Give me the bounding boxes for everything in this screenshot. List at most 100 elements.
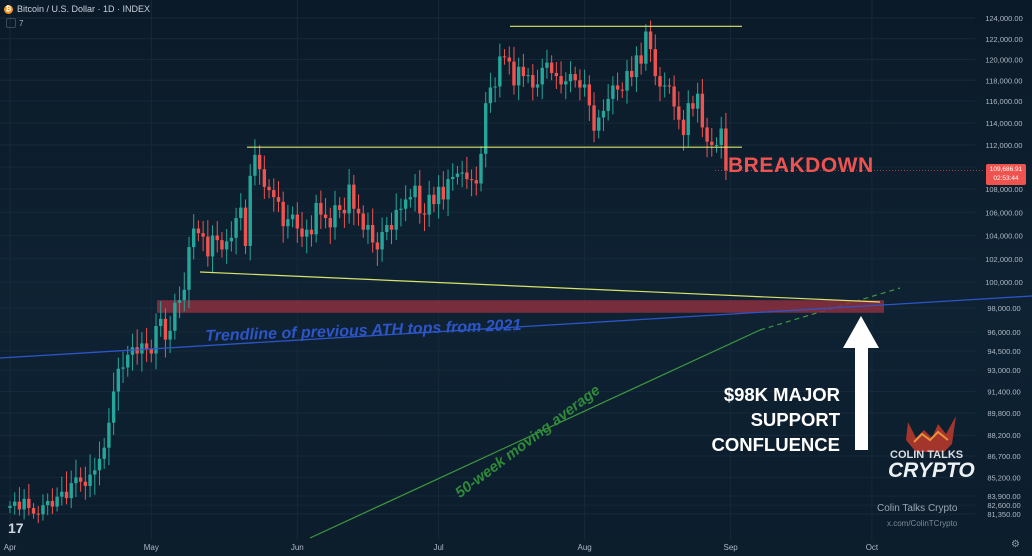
candle-body — [201, 233, 205, 237]
candle-body — [121, 367, 125, 369]
candle-body — [361, 213, 365, 230]
candle-body — [159, 318, 163, 326]
candle-body — [597, 117, 601, 131]
candle-body — [210, 235, 215, 257]
logo-line-2: CRYPTO — [888, 459, 975, 482]
x-tick-label: Apr — [4, 543, 17, 552]
candle-body — [488, 87, 493, 104]
candle-body — [366, 225, 370, 230]
candle-body — [83, 481, 88, 486]
chevron-down-icon[interactable] — [6, 18, 16, 28]
candle-body — [215, 235, 219, 241]
candle-body — [182, 289, 186, 301]
candle-body — [436, 186, 441, 205]
y-tick-label: 88,200.00 — [987, 431, 1020, 440]
candle-body — [653, 49, 657, 77]
candle-body — [45, 500, 50, 506]
candle-body — [625, 70, 629, 91]
candle-body — [564, 81, 568, 85]
candle-body — [126, 354, 130, 368]
candle-body — [422, 213, 427, 215]
x-tick-label: Aug — [578, 543, 592, 552]
y-tick-label: 98,000.00 — [987, 304, 1020, 313]
y-tick-label: 120,000.00 — [985, 56, 1023, 65]
bull-logo-icon — [906, 416, 956, 452]
candle-body — [356, 208, 361, 214]
support-arrow-shaft — [855, 346, 868, 450]
candle-body — [370, 225, 375, 243]
candle-body — [27, 498, 31, 508]
candle-body — [389, 225, 394, 230]
symbol-title[interactable]: Bitcoin / U.S. Dollar · 1D · INDEX — [17, 4, 151, 14]
candle-body — [191, 228, 196, 248]
arrow-layer — [715, 170, 985, 450]
bitcoin-icon: ₿ — [4, 4, 13, 14]
chart-header[interactable]: ₿ Bitcoin / U.S. Dollar · 1D · INDEX — [4, 4, 150, 14]
candle-body — [573, 74, 577, 81]
candle-body — [484, 103, 488, 154]
candle-body — [630, 70, 634, 78]
gear-icon[interactable]: ⚙ — [1011, 539, 1020, 550]
candle-body — [295, 214, 300, 229]
candle-body — [516, 66, 521, 86]
candle-body — [606, 98, 610, 111]
y-tick-label: 108,000.00 — [985, 185, 1023, 194]
candle-body — [187, 247, 191, 290]
y-tick-label: 81,350.00 — [987, 510, 1020, 519]
candle-body — [531, 75, 535, 88]
candle-body — [243, 207, 248, 246]
candle-body — [587, 84, 592, 106]
candle-body — [512, 61, 516, 86]
y-tick-label: 102,000.00 — [985, 255, 1023, 264]
candle-body — [639, 55, 643, 64]
candle-body — [347, 184, 351, 214]
candle-body — [78, 477, 83, 482]
y-tick-label: 94,500.00 — [987, 347, 1020, 356]
tradingview-logo-icon[interactable]: 17 — [8, 520, 24, 536]
support-arrow-head — [843, 316, 879, 348]
candle-body — [385, 225, 389, 233]
current-price-tag: 109,686.91 02:53:44 — [986, 164, 1026, 185]
ma-line — [309, 329, 761, 539]
candle-body — [168, 330, 172, 340]
candle-body — [173, 302, 177, 331]
indicators-toggle[interactable]: 7 — [6, 18, 23, 28]
candle-body — [521, 66, 526, 77]
candle-body — [69, 483, 73, 499]
candle-body — [272, 190, 276, 198]
candle-body — [418, 185, 422, 214]
candle-body — [446, 179, 450, 200]
candle-body — [13, 501, 17, 506]
logo-line-1: COLIN TALKS — [890, 449, 964, 461]
y-tick-label: 85,200.00 — [987, 473, 1020, 482]
candle-body — [144, 343, 149, 349]
candle-body — [634, 55, 639, 78]
support-line-3: CONFLUENCE — [711, 434, 840, 455]
candle-body — [140, 343, 144, 354]
candle-body — [582, 84, 587, 88]
lows-trendline — [199, 271, 881, 303]
candle-body — [163, 318, 168, 340]
candle-body — [441, 186, 446, 200]
candle-body — [319, 202, 323, 215]
y-tick-label: 112,000.00 — [986, 141, 1023, 150]
candle-body — [196, 228, 201, 234]
candle-body — [314, 202, 318, 235]
candle-body — [644, 31, 648, 64]
candle-body — [22, 498, 26, 510]
candle-body — [41, 505, 45, 515]
candle-body — [502, 56, 507, 58]
candle-body — [154, 326, 158, 354]
candle-body — [342, 209, 347, 214]
y-tick-label: 116,000.00 — [986, 97, 1023, 106]
candle-body — [662, 85, 667, 87]
ath-trendline — [0, 295, 1032, 359]
candle-body — [592, 105, 596, 131]
candle-body — [253, 154, 257, 176]
candle-body — [290, 214, 295, 220]
candle-body — [55, 496, 59, 507]
x-tick-label: May — [144, 543, 159, 552]
y-tick-label: 82,600.00 — [987, 501, 1020, 510]
